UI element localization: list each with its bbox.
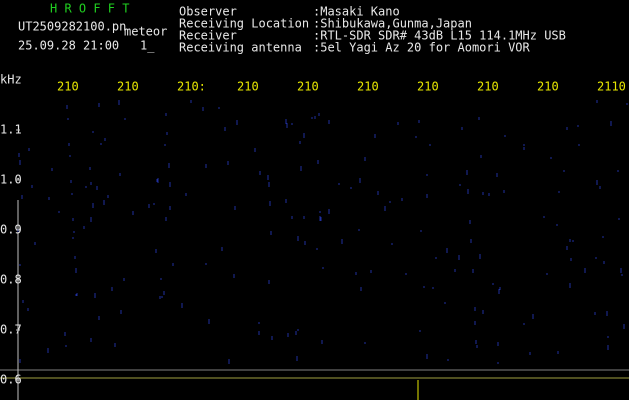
datetime: 25.09.28 21:00 bbox=[18, 39, 119, 53]
file-name: UT2509282100.pn bbox=[18, 20, 126, 34]
x-tick-label: 210 bbox=[117, 80, 139, 94]
y-tick-label: 1.0 bbox=[0, 173, 22, 187]
x-tick-label: 210 bbox=[417, 80, 439, 94]
info-label: Observer bbox=[179, 5, 237, 19]
x-tick-label: 210 bbox=[297, 80, 319, 94]
y-tick-label: 0.7 bbox=[0, 323, 22, 337]
noise bbox=[17, 100, 628, 364]
x-tick-label: 210 bbox=[537, 80, 559, 94]
info-label: Receiving antenna bbox=[179, 41, 302, 55]
info-value: :5el Yagi Az 20 for Aomori VOR bbox=[313, 41, 531, 55]
x-tick-label: 210 bbox=[357, 80, 379, 94]
y-unit: kHz bbox=[0, 73, 22, 87]
info-label: Receiver bbox=[179, 29, 237, 43]
x-tick-label: 210 bbox=[57, 80, 79, 94]
x-tick-label: 210 bbox=[237, 80, 259, 94]
info-value: :RTL-SDR SDR# 43dB L15 114.1MHz USB bbox=[313, 29, 566, 43]
info-label: Receiving Location bbox=[179, 17, 309, 31]
y-tick-label: 0.8 bbox=[0, 273, 22, 287]
info-value: :Shibukawa,Gunma,Japan bbox=[313, 17, 472, 31]
y-tick-label: 0.9 bbox=[0, 223, 22, 237]
x-tick-label: 2110 bbox=[597, 80, 626, 94]
y-tick-label: 0.6 bbox=[0, 373, 22, 387]
x-tick-label: 210 bbox=[477, 80, 499, 94]
mode: meteor bbox=[124, 25, 167, 39]
info-value: :Masaki Kano bbox=[313, 5, 400, 19]
count: 1_ bbox=[140, 39, 155, 53]
y-tick-label: 1.1 bbox=[0, 123, 22, 137]
app-title: H R O F F T bbox=[50, 2, 129, 16]
x-tick-label: 210: bbox=[177, 80, 206, 94]
